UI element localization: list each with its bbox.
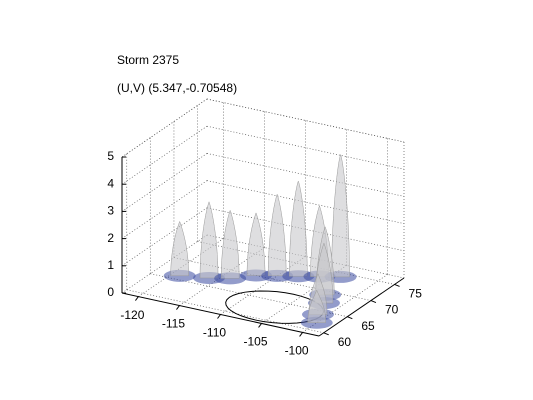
x-tick-label: -110 (203, 326, 226, 340)
x-tick (217, 314, 221, 319)
grid-line (302, 274, 388, 333)
x-tick-label: -105 (244, 335, 268, 349)
storm-cell (289, 180, 308, 277)
grid-line (206, 234, 405, 279)
z-tick-label: 1 (107, 258, 114, 272)
grid-line (206, 180, 405, 224)
x-tick (135, 296, 139, 301)
storm-cell (199, 201, 219, 279)
grid-line (220, 256, 306, 315)
y-tick (323, 332, 329, 336)
grid-line (206, 153, 405, 197)
x-tick (299, 332, 303, 337)
box-edge (206, 98, 405, 143)
y-tick (394, 283, 400, 287)
z-tick-label: 4 (107, 176, 114, 190)
z-tick-label: 5 (107, 149, 114, 163)
y-tick-label: 60 (338, 335, 352, 349)
z-tick-label: 2 (107, 231, 114, 245)
storm-cell (246, 212, 266, 276)
storm-cell (331, 153, 350, 278)
chart-title: Storm 2375 (117, 53, 179, 67)
x-tick (258, 323, 262, 328)
z-tick-label: 0 (107, 285, 114, 299)
box-edge (121, 98, 208, 158)
chart-subtitle: (U,V) (5.347,-0.70548) (117, 81, 237, 95)
x-tick (176, 305, 180, 310)
grid-line (206, 207, 405, 252)
grid-line (121, 207, 208, 267)
storm-cell (170, 220, 189, 277)
grid-line (206, 125, 405, 170)
storm-cell (267, 193, 287, 277)
y-tick (347, 316, 353, 320)
y-axis (318, 277, 405, 337)
x-tick-label: -100 (285, 344, 309, 358)
storm-cell (220, 209, 240, 279)
storm-cell (307, 289, 327, 323)
x-tick-label: -115 (162, 317, 185, 331)
z-tick-label: 3 (107, 204, 114, 218)
y-tick-label: 75 (409, 287, 423, 301)
grid-line (121, 180, 208, 239)
y-tick-label: 70 (385, 303, 399, 317)
y-tick-label: 65 (361, 319, 375, 333)
plot-area: 0 1 2 3 4 5 -120 -115 -110 -105 -100 60 65 70 75 (107, 98, 423, 358)
grid-line (261, 265, 347, 324)
grid-line (121, 234, 208, 294)
x-tick-label: -120 (120, 308, 144, 322)
grid-line (121, 125, 208, 185)
grid-line (121, 153, 208, 212)
y-tick (370, 300, 377, 304)
grid-line (126, 289, 324, 334)
